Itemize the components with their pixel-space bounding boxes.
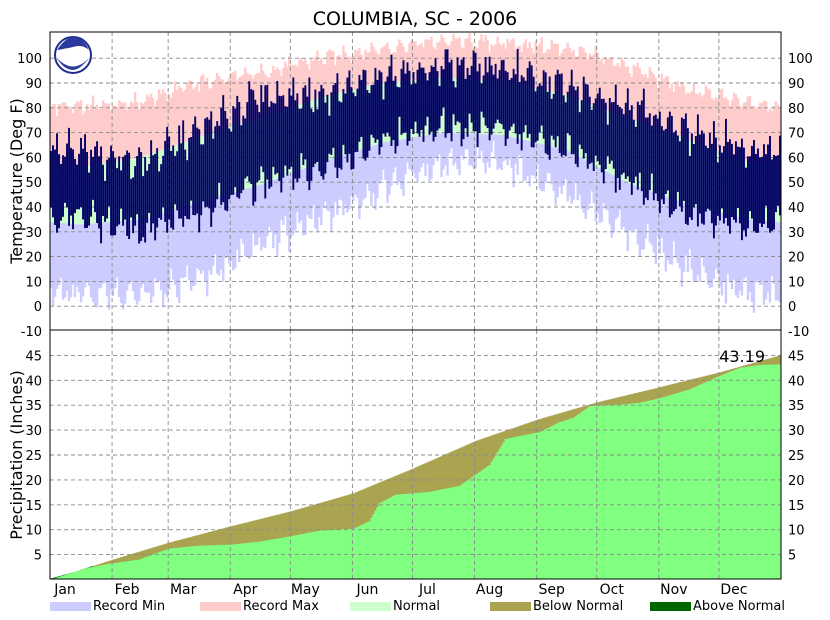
temp-tick-right: -10 bbox=[788, 325, 809, 340]
month-label: Jul bbox=[418, 582, 436, 598]
month-label: Nov bbox=[660, 582, 687, 598]
temp-tick-left: 70 bbox=[25, 127, 42, 142]
temp-tick-right: 0 bbox=[788, 300, 796, 315]
precipitation-areas bbox=[50, 355, 781, 580]
observed-temperature-layer bbox=[50, 48, 781, 244]
legend-swatch bbox=[50, 602, 91, 611]
precip-tick-left: 35 bbox=[25, 399, 42, 414]
precip-tick-right: 5 bbox=[788, 549, 796, 564]
month-label: Mar bbox=[170, 582, 197, 598]
legend-label: Above Normal bbox=[693, 599, 785, 614]
legend-swatch bbox=[350, 602, 391, 611]
month-label: Sep bbox=[538, 582, 565, 598]
observed-precip-area bbox=[50, 364, 781, 580]
temp-tick-left: 50 bbox=[25, 176, 42, 191]
noaa-logo-text: NOAA bbox=[63, 48, 83, 55]
precip-tick-right: 40 bbox=[788, 374, 805, 389]
precip-tick-right: 45 bbox=[788, 349, 805, 364]
precip-tick-left: 25 bbox=[25, 449, 42, 464]
month-label: Dec bbox=[720, 582, 747, 598]
precip-total-label: 43.19 bbox=[719, 347, 765, 366]
temp-tick-right: 70 bbox=[788, 127, 805, 142]
legend-swatch bbox=[200, 602, 241, 611]
temp-tick-right: 60 bbox=[788, 151, 805, 166]
above-normal-precip-area bbox=[50, 566, 94, 580]
precip-tick-right: 35 bbox=[788, 399, 805, 414]
temperature-ticks: -10 -10 0 0 10 10 20 20 30 30 40 40 50 50 60 60 70 70 80 80… bbox=[17, 52, 813, 340]
month-label: Jun bbox=[355, 582, 378, 598]
legend-swatch bbox=[650, 602, 691, 611]
precip-tick-left: 20 bbox=[25, 474, 42, 489]
noaa-logo: NOAA bbox=[54, 36, 92, 74]
temp-tick-right: 50 bbox=[788, 176, 805, 191]
precip-tick-left: 15 bbox=[25, 499, 42, 514]
temp-tick-left: 0 bbox=[34, 300, 42, 315]
precip-tick-right: 20 bbox=[788, 474, 805, 489]
legend-swatch bbox=[490, 602, 531, 611]
month-ticks: Jan Feb Mar Apr May Jun Jul Aug Sep Oct Nov Dec bbox=[53, 582, 747, 598]
chart-title: COLUMBIA, SC - 2006 bbox=[313, 8, 518, 30]
temp-tick-left: 20 bbox=[25, 251, 42, 266]
precip-tick-right: 30 bbox=[788, 424, 805, 439]
precip-tick-left: 10 bbox=[25, 524, 42, 539]
legend-label: Below Normal bbox=[533, 599, 623, 614]
precip-tick-left: 30 bbox=[25, 424, 42, 439]
precip-tick-left: 40 bbox=[25, 374, 42, 389]
precipitation-axis-label: Precipitation (Inches) bbox=[7, 370, 26, 540]
temp-tick-right: 90 bbox=[788, 77, 805, 92]
precipitation-grid bbox=[50, 330, 781, 579]
month-label: Apr bbox=[233, 582, 257, 598]
temp-tick-right: 20 bbox=[788, 251, 805, 266]
temp-tick-left: 10 bbox=[25, 275, 42, 290]
temp-tick-left: 80 bbox=[25, 102, 42, 117]
precip-tick-right: 10 bbox=[788, 524, 805, 539]
temperature-axis-label: Temperature (Deg F) bbox=[7, 98, 26, 265]
temp-tick-right: 100 bbox=[788, 52, 813, 67]
legend: Record Min Record Max Normal Below Normal Ab… bbox=[50, 599, 785, 614]
month-label: May bbox=[291, 582, 320, 598]
month-label: Jan bbox=[53, 582, 76, 598]
month-label: Feb bbox=[115, 582, 140, 598]
precip-tick-right: 15 bbox=[788, 499, 805, 514]
precip-tick-right: 25 bbox=[788, 449, 805, 464]
temp-tick-right: 10 bbox=[788, 275, 805, 290]
plot-frame bbox=[49, 31, 782, 580]
legend-label: Record Max bbox=[243, 599, 319, 614]
precip-tick-left: 5 bbox=[34, 549, 42, 564]
temp-tick-left: 30 bbox=[25, 226, 42, 241]
temp-tick-left: 40 bbox=[25, 201, 42, 216]
legend-label: Normal bbox=[393, 599, 440, 614]
temp-tick-right: 80 bbox=[788, 102, 805, 117]
month-label: Aug bbox=[476, 582, 503, 598]
precip-tick-left: 45 bbox=[25, 349, 42, 364]
temp-tick-left: 90 bbox=[25, 77, 42, 92]
temp-tick-left: -10 bbox=[21, 325, 42, 340]
temp-tick-left: 60 bbox=[25, 151, 42, 166]
temp-tick-right: 40 bbox=[788, 201, 805, 216]
legend-label: Record Min bbox=[93, 599, 165, 614]
temp-tick-left: 100 bbox=[17, 52, 42, 67]
precipitation-ticks: 5 5 10 10 15 15 20 20 25 25 30 30 35 35 40 40 45 45 bbox=[25, 349, 804, 563]
temp-tick-right: 30 bbox=[788, 226, 805, 241]
month-label: Oct bbox=[600, 582, 625, 598]
